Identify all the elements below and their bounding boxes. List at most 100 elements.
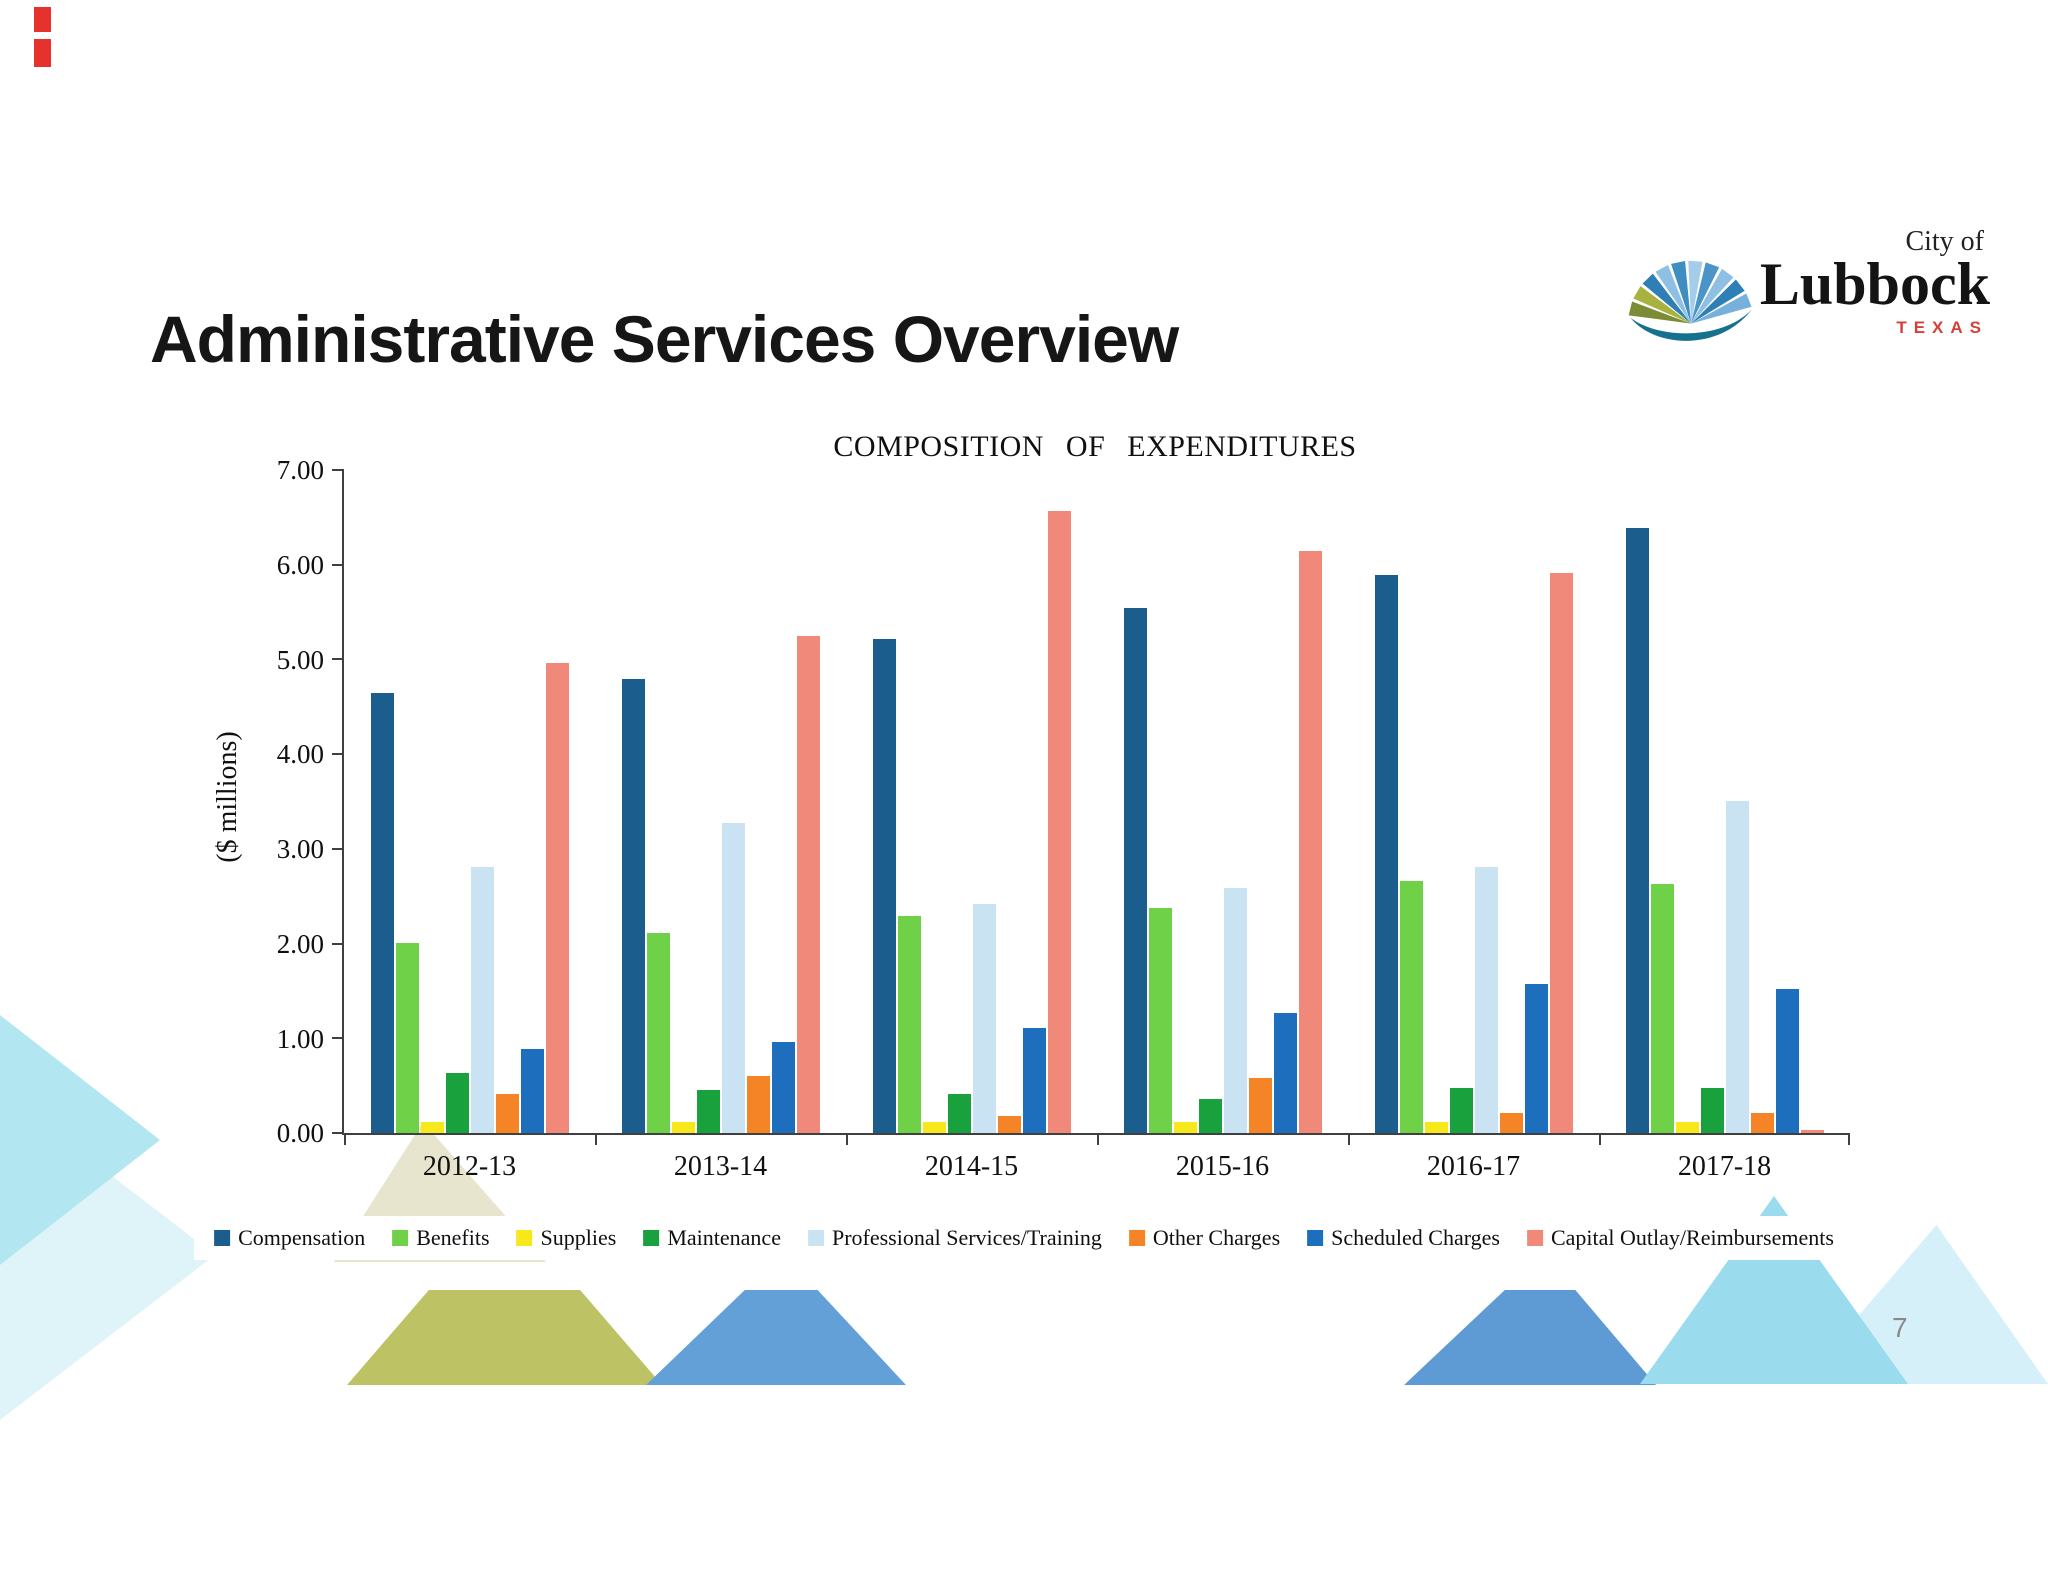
bar-professional-services-training	[1725, 800, 1749, 1133]
bar-supplies	[420, 1121, 444, 1133]
y-axis-tick-label: 1.00	[276, 1023, 324, 1054]
x-axis-category-label: 2013-14	[673, 1151, 768, 1182]
x-axis-tick	[1599, 1133, 1601, 1145]
legend-swatch	[392, 1230, 409, 1246]
lubbock-logo-text: City of Lubbock TEXAS	[1760, 222, 1990, 338]
legend-label: Compensation	[238, 1225, 366, 1250]
y-axis-tick	[332, 563, 344, 566]
x-axis-category-label: 2014-15	[924, 1151, 1019, 1182]
y-axis-tick	[332, 1037, 344, 1040]
bar-scheduled-charges	[520, 1048, 544, 1133]
legend-swatch	[516, 1230, 533, 1246]
bar-compensation	[872, 638, 896, 1133]
y-axis-tick-label: 7.00	[276, 455, 324, 486]
bar-professional-services-training	[470, 866, 494, 1133]
lubbock-logo: City of Lubbock TEXAS	[1618, 222, 1990, 344]
legend-swatch	[643, 1230, 660, 1246]
bar-maintenance	[445, 1073, 469, 1133]
bar-scheduled-charges	[771, 1042, 795, 1133]
bar-professional-services-training	[972, 903, 996, 1133]
bar-other-charges	[1499, 1113, 1523, 1133]
legend-label: Scheduled Charges	[1331, 1225, 1500, 1250]
x-axis-tick	[1097, 1133, 1099, 1145]
bar-compensation	[1123, 608, 1147, 1133]
legend-item: Professional Services/Training	[807, 1225, 1102, 1251]
bar-maintenance	[696, 1090, 720, 1133]
legend-label: Professional Services/Training	[831, 1225, 1102, 1250]
x-axis-category-label: 2017-18	[1677, 1151, 1772, 1182]
page-number: 7	[1892, 1312, 1908, 1343]
y-axis-tick-label: 6.00	[276, 550, 324, 581]
bar-other-charges	[746, 1076, 770, 1133]
legend-label: Benefits	[416, 1225, 490, 1250]
bar-compensation	[370, 692, 394, 1133]
x-axis-tick	[344, 1133, 346, 1145]
bar-benefits	[1399, 881, 1423, 1133]
legend-label: Other Charges	[1152, 1225, 1281, 1250]
bar-capital-outlay-reimbursements	[1047, 510, 1071, 1133]
bar-benefits	[395, 942, 419, 1133]
bar-benefits	[646, 933, 670, 1133]
bar-professional-services-training	[1474, 866, 1498, 1133]
x-axis-category-label: 2015-16	[1175, 1151, 1270, 1182]
bar-supplies	[922, 1121, 946, 1133]
y-axis-tick	[332, 469, 344, 471]
bar-other-charges	[997, 1115, 1021, 1133]
legend-item: Other Charges	[1128, 1225, 1281, 1251]
legend-item: Scheduled Charges	[1307, 1225, 1500, 1251]
bar-scheduled-charges	[1022, 1027, 1046, 1133]
legend-item: Maintenance	[643, 1225, 781, 1251]
x-axis-category-label: 2012-13	[422, 1151, 517, 1182]
legend-label: Capital Outlay/Reimbursements	[1550, 1225, 1834, 1250]
legend-item: Benefits	[392, 1225, 490, 1251]
y-axis-tick-label: 3.00	[276, 834, 324, 865]
decor-trapezoid-blue-right	[1404, 1290, 1656, 1385]
bar-maintenance	[1198, 1098, 1222, 1133]
x-axis-tick	[595, 1133, 597, 1145]
legend-swatch	[1307, 1230, 1324, 1246]
y-axis-tick	[332, 658, 344, 661]
bar-compensation	[1374, 575, 1398, 1133]
y-axis-tick-label: 4.00	[276, 739, 324, 770]
logo-name: Lubbock	[1759, 251, 1990, 317]
bar-professional-services-training	[721, 823, 745, 1133]
x-axis-tick	[1848, 1133, 1850, 1145]
chart-legend: Compensation Benefits Supplies Maintenance P…	[194, 1216, 1854, 1260]
y-axis-tick-label: 5.00	[276, 644, 324, 675]
red-edge-mark	[34, 7, 51, 32]
bar-scheduled-charges	[1524, 984, 1548, 1133]
legend-item: Compensation	[214, 1225, 365, 1251]
bar-capital-outlay-reimbursements	[545, 663, 569, 1133]
bar-other-charges	[1248, 1078, 1272, 1133]
x-axis-category-label: 2016-17	[1426, 1151, 1521, 1182]
bar-supplies	[1173, 1121, 1197, 1133]
bar-benefits	[1148, 907, 1172, 1133]
y-axis-tick-label: 0.00	[276, 1118, 324, 1149]
bar-maintenance	[947, 1094, 971, 1133]
bar-capital-outlay-reimbursements	[796, 635, 820, 1133]
bar-benefits	[1650, 883, 1674, 1133]
bar-capital-outlay-reimbursements	[1549, 573, 1573, 1133]
bar-capital-outlay-reimbursements	[1800, 1130, 1824, 1133]
lubbock-fan-icon	[1628, 260, 1752, 341]
y-axis-tick	[332, 1132, 344, 1134]
page-title: Administrative Services Overview	[150, 302, 1179, 377]
legend-item: Supplies	[516, 1225, 616, 1251]
bar-scheduled-charges	[1273, 1012, 1297, 1133]
y-axis-tick	[332, 753, 344, 756]
y-axis-tick-label: 2.00	[276, 928, 324, 959]
y-axis-tick	[332, 942, 344, 945]
bar-scheduled-charges	[1775, 989, 1799, 1133]
bar-maintenance	[1700, 1087, 1724, 1133]
bar-compensation	[621, 679, 645, 1133]
x-axis-tick	[1348, 1133, 1350, 1145]
expenditures-bar-chart: 0.00 1.00 2.00 3.00 4.00 5.00 6.00 7.00 2012-13 2…	[277, 456, 1850, 1182]
legend-swatch	[1128, 1230, 1145, 1246]
bar-professional-services-training	[1223, 887, 1247, 1133]
logo-state: TEXAS	[1896, 318, 1988, 337]
legend-item: Capital Outlay/Reimbursements	[1526, 1225, 1834, 1251]
legend-swatch	[807, 1230, 824, 1246]
legend-swatch	[1526, 1230, 1543, 1246]
decor-trapezoid-olive	[347, 1290, 662, 1385]
